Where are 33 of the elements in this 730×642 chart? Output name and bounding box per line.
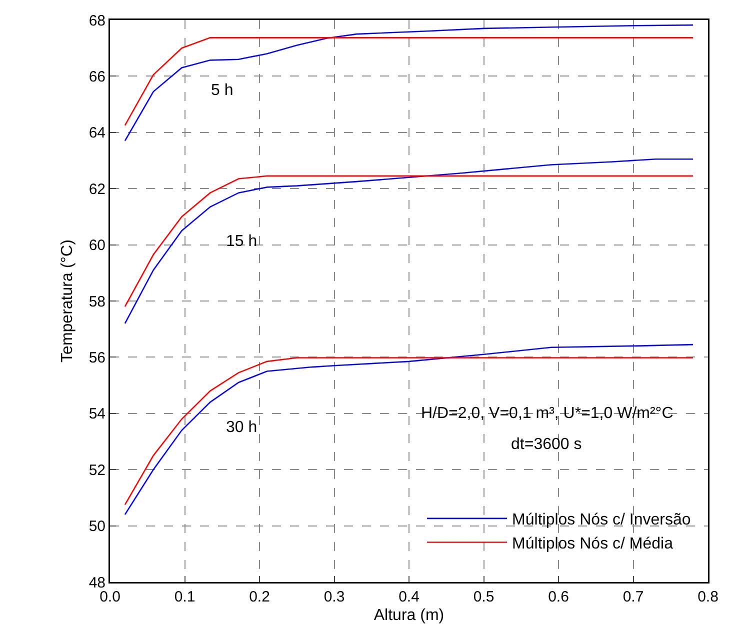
y-tick-label: 52 bbox=[88, 462, 106, 479]
line-series bbox=[124, 24, 694, 142]
y-tick-label: 68 bbox=[88, 12, 106, 30]
legend-label: Múltiplos Nós c/ Inversão bbox=[512, 512, 691, 529]
y-axis-title: Temperatura (°C) bbox=[58, 240, 76, 362]
annotation: dt=3600 s bbox=[511, 436, 582, 453]
y-tick-label: 58 bbox=[88, 293, 106, 310]
line-series bbox=[124, 158, 694, 324]
annotation: 5 h bbox=[211, 82, 234, 99]
legend-label: Múltiplos Nós c/ Média bbox=[512, 535, 674, 552]
y-tick-label: 62 bbox=[88, 180, 106, 198]
annotation: H/D=2,0, V=0,1 m³, U*=1,0 W/m²°C bbox=[421, 405, 674, 422]
x-tick-label: 0.1 bbox=[174, 588, 196, 606]
line-series bbox=[124, 37, 694, 126]
line-series bbox=[124, 175, 694, 308]
y-tick-label: 54 bbox=[88, 406, 106, 423]
y-tick-label: 66 bbox=[88, 68, 106, 86]
x-tick-label: 0.2 bbox=[249, 588, 270, 606]
annotation: 15 h bbox=[226, 233, 258, 250]
x-tick-label: 0.3 bbox=[324, 588, 345, 606]
y-tick-label: 56 bbox=[88, 349, 106, 366]
y-tick-label: 48 bbox=[88, 574, 106, 592]
y-tick-label: 60 bbox=[88, 237, 106, 254]
y-tick-label: 64 bbox=[88, 124, 106, 142]
x-tick-label: 0.0 bbox=[100, 588, 120, 606]
x-tick-label: 0.7 bbox=[622, 588, 644, 606]
x-tick-label: 0.4 bbox=[398, 588, 420, 606]
x-axis-title: Altura (m) bbox=[374, 606, 444, 624]
annotation: 30 h bbox=[226, 419, 258, 436]
y-tick-label: 50 bbox=[88, 518, 106, 536]
x-tick-label: 0.6 bbox=[548, 588, 569, 606]
x-tick-label: 0.8 bbox=[698, 588, 718, 606]
x-tick-label: 0.5 bbox=[473, 588, 494, 606]
